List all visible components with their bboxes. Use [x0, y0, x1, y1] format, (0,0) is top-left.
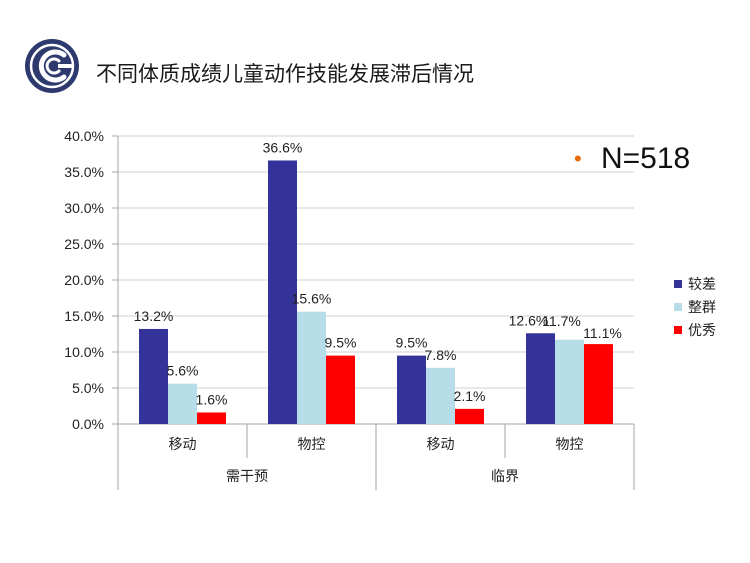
y-tick-label: 20.0%: [64, 272, 104, 288]
legend-label: 整群: [688, 300, 716, 316]
y-tick-label: 35.0%: [64, 164, 104, 180]
data-label: 12.6%: [509, 312, 549, 328]
bar-较差: [397, 355, 426, 424]
bar-较差: [526, 333, 555, 424]
group-label: 临界: [491, 469, 519, 485]
legend-label: 较差: [688, 277, 716, 293]
bar-优秀: [455, 408, 484, 424]
data-label: 15.6%: [292, 291, 332, 307]
annotation-bullet: •: [574, 146, 582, 171]
bar-整群: [426, 367, 455, 424]
data-label: 9.5%: [396, 335, 428, 351]
data-label: 9.5%: [325, 335, 357, 351]
legend-swatch: [674, 280, 682, 288]
y-tick-label: 0.0%: [72, 416, 104, 432]
bar-优秀: [584, 344, 613, 424]
legend-label: 优秀: [688, 323, 716, 339]
slide-title: 不同体质成绩儿童动作技能发展滞后情况: [96, 62, 474, 86]
bar-优秀: [197, 412, 226, 424]
bar-整群: [168, 383, 197, 424]
category-label: 移动: [169, 437, 197, 453]
bar-整群: [555, 339, 584, 424]
data-label: 11.7%: [542, 313, 581, 329]
category-label: 物控: [556, 437, 584, 453]
bar-较差: [139, 328, 168, 424]
category-label: 移动: [427, 437, 455, 453]
y-tick-label: 40.0%: [64, 128, 104, 144]
data-label: 11.1%: [583, 325, 622, 341]
legend-swatch: [674, 303, 682, 311]
y-tick-label: 30.0%: [64, 200, 104, 216]
legend-swatch: [674, 326, 682, 334]
category-label: 物控: [298, 437, 326, 453]
data-label: 7.8%: [425, 347, 457, 363]
data-label: 13.2%: [134, 308, 174, 324]
annotation-sample-size: N=518: [601, 142, 690, 175]
data-label: 2.1%: [454, 388, 486, 404]
data-label: 1.6%: [196, 391, 228, 407]
bar-优秀: [326, 355, 355, 424]
logo-icon: [25, 39, 79, 93]
y-tick-label: 5.0%: [72, 380, 104, 396]
data-label: 5.6%: [167, 363, 199, 379]
bar-整群: [297, 311, 326, 424]
y-tick-label: 25.0%: [64, 236, 104, 252]
group-label: 需干预: [226, 469, 268, 485]
y-tick-label: 10.0%: [64, 344, 104, 360]
bar-较差: [268, 160, 297, 425]
y-tick-label: 15.0%: [64, 308, 104, 324]
data-label: 36.6%: [263, 139, 303, 155]
